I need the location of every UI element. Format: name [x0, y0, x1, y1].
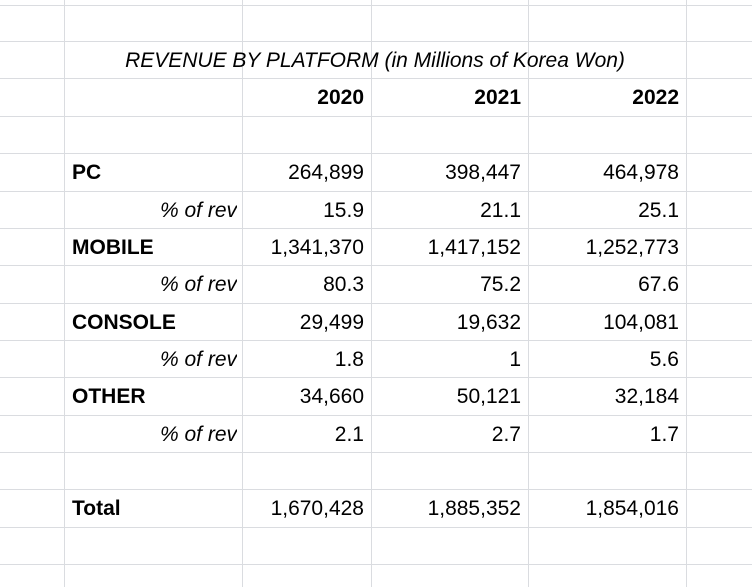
table-cell[interactable]: 398,447 [445, 161, 521, 184]
row-label-other-pct[interactable]: % of rev [159, 423, 237, 446]
table-cell[interactable]: 32,184 [614, 385, 679, 408]
table-cell[interactable]: 1,417,152 [427, 236, 521, 259]
table-cell[interactable]: 34,660 [299, 385, 364, 408]
table-cell[interactable]: 2.7 [491, 423, 521, 446]
year-header-2021[interactable]: 2021 [474, 86, 521, 109]
row-label-pc[interactable]: PC [72, 161, 102, 184]
table-cell[interactable]: 29,499 [299, 311, 364, 334]
table-cell[interactable]: 1.7 [649, 423, 679, 446]
table-cell[interactable]: 80.3 [323, 273, 364, 296]
row-label-console[interactable]: CONSOLE [72, 311, 176, 334]
table-cell[interactable]: 1,885,352 [427, 497, 521, 520]
year-header-2020[interactable]: 2020 [317, 86, 364, 109]
table-cell[interactable]: 2.1 [334, 423, 364, 446]
table-cell[interactable]: 67.6 [638, 273, 679, 296]
row-label-total[interactable]: Total [72, 497, 121, 520]
row-label-pc-pct[interactable]: % of rev [159, 199, 237, 222]
table-cell[interactable]: 75.2 [480, 273, 521, 296]
table-title[interactable]: REVENUE BY PLATFORM (in Millions of Kore… [125, 49, 625, 72]
table-cell[interactable]: 1,252,773 [585, 236, 679, 259]
table-cell[interactable]: 1 [509, 348, 521, 371]
row-label-console-pct[interactable]: % of rev [159, 348, 237, 371]
row-label-mobile[interactable]: MOBILE [72, 236, 154, 259]
table-cell[interactable]: 21.1 [480, 199, 521, 222]
table-cell[interactable]: 464,978 [603, 161, 679, 184]
row-label-mobile-pct[interactable]: % of rev [159, 273, 237, 296]
table-cell[interactable]: 1,854,016 [585, 497, 679, 520]
table-cell[interactable]: 25.1 [638, 199, 679, 222]
table-cell[interactable]: 50,121 [456, 385, 521, 408]
table-cell[interactable]: 264,899 [288, 161, 364, 184]
table-cell[interactable]: 15.9 [323, 199, 364, 222]
table-cell[interactable]: 1.8 [334, 348, 364, 371]
row-label-other[interactable]: OTHER [72, 385, 146, 408]
table-cell[interactable]: 5.6 [649, 348, 679, 371]
table-cell[interactable]: 104,081 [603, 311, 679, 334]
table-cell[interactable]: 19,632 [456, 311, 521, 334]
year-header-2022[interactable]: 2022 [632, 86, 679, 109]
table-cell[interactable]: 1,670,428 [270, 497, 364, 520]
table-cell[interactable]: 1,341,370 [270, 236, 364, 259]
